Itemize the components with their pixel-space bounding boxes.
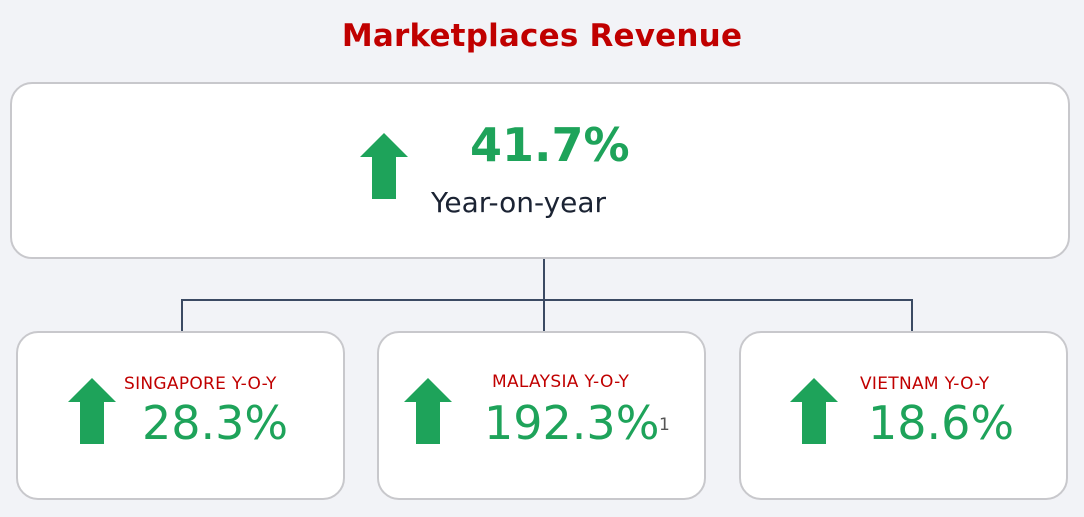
up-arrow-icon	[790, 378, 838, 444]
total-growth-value: 41.7%	[470, 118, 630, 172]
vietnam-card	[739, 331, 1068, 500]
singapore-card	[16, 331, 345, 500]
connector-right-drop	[911, 299, 913, 331]
region-label-vietnam: VIETNAM Y-O-Y	[860, 374, 990, 394]
up-arrow-icon	[404, 378, 452, 444]
region-label-singapore: SINGAPORE Y-O-Y	[124, 374, 277, 394]
region-value-vietnam: 18.6%	[868, 396, 1015, 450]
region-value-singapore: 28.3%	[142, 396, 289, 450]
connector-horizontal	[181, 299, 913, 301]
page-title: Marketplaces Revenue	[341, 18, 743, 54]
up-arrow-icon	[360, 133, 408, 199]
total-revenue-card	[10, 82, 1070, 259]
region-value-malaysia: 192.3%	[484, 396, 660, 450]
connector-left-drop	[181, 299, 183, 331]
footnote-marker: 1	[659, 415, 670, 435]
up-arrow-icon	[68, 378, 116, 444]
connector-vertical-main	[543, 259, 545, 332]
total-growth-label: Year-on-year	[431, 186, 607, 219]
region-label-malaysia: MALAYSIA Y-O-Y	[492, 372, 630, 392]
